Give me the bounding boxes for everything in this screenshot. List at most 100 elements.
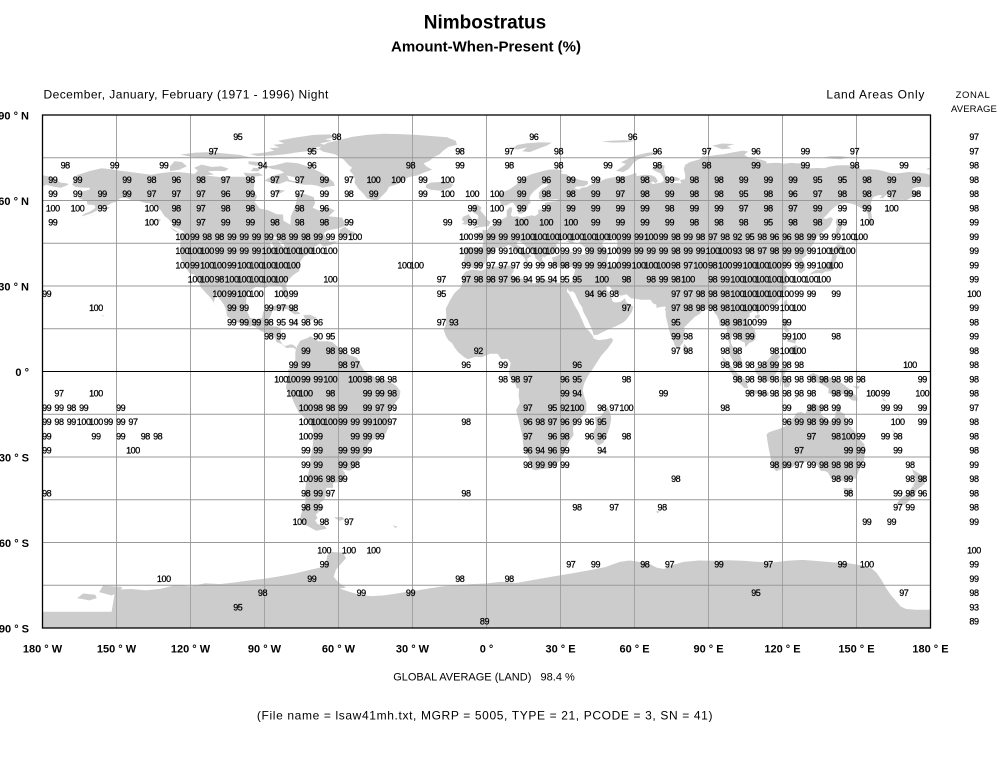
svg-text:98: 98	[671, 260, 681, 270]
svg-text:100: 100	[539, 218, 553, 228]
svg-text:99: 99	[881, 389, 891, 399]
svg-text:100: 100	[323, 275, 337, 285]
svg-text:99: 99	[190, 260, 200, 270]
svg-text:98: 98	[745, 246, 755, 256]
svg-text:95: 95	[548, 403, 558, 413]
svg-text:99: 99	[246, 218, 256, 228]
svg-text:100: 100	[299, 431, 313, 441]
svg-text:98: 98	[202, 232, 212, 242]
svg-text:100: 100	[644, 232, 658, 242]
svg-text:99: 99	[634, 246, 644, 256]
svg-text:120 ° E: 120 ° E	[764, 644, 800, 656]
svg-text:98: 98	[640, 175, 650, 185]
svg-text:98: 98	[535, 417, 545, 427]
svg-text:99: 99	[671, 332, 681, 342]
svg-text:97: 97	[486, 260, 496, 270]
svg-text:98: 98	[794, 360, 804, 370]
svg-text:98: 98	[320, 218, 330, 228]
svg-text:99: 99	[733, 260, 743, 270]
svg-text:97: 97	[671, 303, 681, 313]
svg-text:99: 99	[714, 560, 724, 570]
svg-text:98: 98	[671, 275, 681, 285]
svg-text:99: 99	[757, 317, 767, 327]
svg-text:97: 97	[893, 503, 903, 513]
svg-text:99: 99	[640, 203, 650, 213]
svg-text:96: 96	[751, 146, 761, 156]
svg-text:99: 99	[387, 403, 397, 413]
svg-text:97: 97	[887, 189, 897, 199]
svg-text:99: 99	[289, 232, 299, 242]
svg-text:99: 99	[690, 203, 700, 213]
svg-text:97: 97	[344, 517, 354, 527]
svg-text:99: 99	[969, 218, 979, 228]
svg-text:150 ° E: 150 ° E	[838, 644, 874, 656]
svg-text:99: 99	[831, 289, 841, 299]
svg-text:100: 100	[967, 289, 981, 299]
svg-text:100: 100	[237, 260, 251, 270]
svg-text:99: 99	[782, 317, 792, 327]
svg-text:96: 96	[313, 474, 323, 484]
svg-text:97: 97	[437, 275, 447, 285]
svg-text:96: 96	[313, 317, 323, 327]
svg-text:99: 99	[264, 303, 274, 313]
svg-text:99: 99	[461, 260, 471, 270]
svg-text:99: 99	[591, 218, 601, 228]
svg-text:98: 98	[770, 374, 780, 384]
svg-text:99: 99	[616, 218, 626, 228]
svg-text:98: 98	[597, 403, 607, 413]
svg-text:93: 93	[969, 602, 979, 612]
svg-text:100: 100	[706, 246, 720, 256]
svg-text:99: 99	[313, 232, 323, 242]
svg-text:99: 99	[363, 446, 373, 456]
svg-text:99: 99	[659, 246, 669, 256]
svg-text:100: 100	[718, 246, 732, 256]
svg-text:99: 99	[782, 403, 792, 413]
svg-text:99: 99	[227, 317, 237, 327]
svg-text:99: 99	[969, 517, 979, 527]
svg-text:99: 99	[239, 303, 249, 313]
svg-text:98: 98	[498, 374, 508, 384]
svg-text:98: 98	[363, 374, 373, 384]
svg-text:99: 99	[634, 232, 644, 242]
svg-text:99: 99	[560, 460, 570, 470]
svg-text:98: 98	[646, 275, 656, 285]
svg-text:98: 98	[969, 446, 979, 456]
svg-text:98: 98	[622, 275, 632, 285]
svg-text:99: 99	[838, 218, 848, 228]
svg-text:99: 99	[320, 189, 330, 199]
svg-text:99: 99	[42, 403, 52, 413]
svg-text:98: 98	[622, 431, 632, 441]
svg-text:98: 98	[708, 260, 718, 270]
svg-text:100: 100	[743, 317, 757, 327]
svg-text:99: 99	[764, 175, 774, 185]
svg-text:99: 99	[338, 232, 348, 242]
svg-text:99: 99	[42, 431, 52, 441]
svg-text:96: 96	[918, 488, 928, 498]
svg-text:98: 98	[831, 389, 841, 399]
svg-text:97: 97	[807, 431, 817, 441]
svg-text:98: 98	[708, 275, 718, 285]
svg-text:99: 99	[969, 574, 979, 584]
svg-text:98: 98	[295, 203, 305, 213]
svg-text:99: 99	[338, 403, 348, 413]
svg-text:100: 100	[175, 260, 189, 270]
svg-text:98: 98	[560, 260, 570, 270]
svg-text:99: 99	[887, 175, 897, 185]
svg-text:98: 98	[794, 232, 804, 242]
svg-text:30 ° W: 30 ° W	[396, 644, 430, 656]
svg-text:99: 99	[782, 460, 792, 470]
svg-text:97: 97	[387, 417, 397, 427]
svg-text:97: 97	[523, 374, 533, 384]
svg-text:99: 99	[338, 417, 348, 427]
svg-text:99: 99	[443, 218, 453, 228]
svg-text:99: 99	[881, 403, 891, 413]
svg-text:93: 93	[733, 246, 743, 256]
svg-text:95: 95	[838, 175, 848, 185]
svg-text:99: 99	[474, 246, 484, 256]
svg-text:98: 98	[969, 431, 979, 441]
svg-text:100: 100	[175, 246, 189, 256]
svg-text:98: 98	[671, 232, 681, 242]
svg-text:99: 99	[969, 460, 979, 470]
svg-text:99: 99	[227, 303, 237, 313]
svg-text:GLOBAL AVERAGE (LAND) 98.4 %: GLOBAL AVERAGE (LAND) 98.4 %	[393, 672, 575, 684]
